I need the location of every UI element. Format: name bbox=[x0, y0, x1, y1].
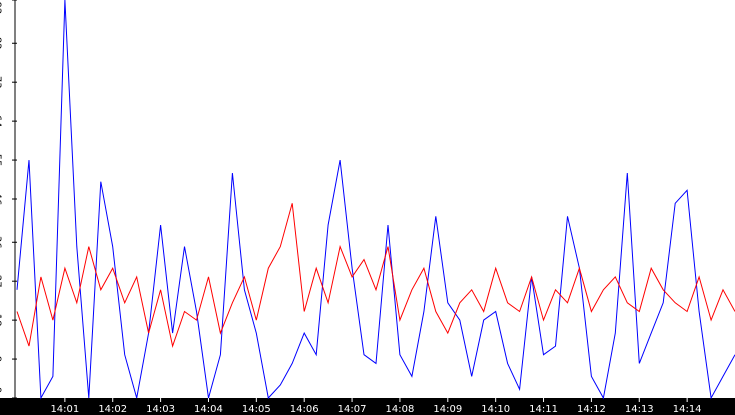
y-tick-label: 73 bbox=[0, 76, 3, 89]
y-tick-label: 9 bbox=[0, 356, 3, 362]
y-tick-label: 92 bbox=[0, 2, 3, 15]
y-tick-label: 0 bbox=[0, 387, 3, 393]
x-tick-label: 14:04 bbox=[194, 404, 223, 415]
y-tick-label: 36 bbox=[0, 236, 3, 249]
x-tick-label: 14:01 bbox=[50, 404, 79, 415]
x-tick-label: 14:10 bbox=[481, 404, 510, 415]
x-tick-label: 14:14 bbox=[673, 404, 702, 415]
x-tick-label: 14:05 bbox=[242, 404, 271, 415]
x-tick-label: 14:06 bbox=[290, 404, 319, 415]
y-tick-label: 27 bbox=[0, 275, 3, 288]
x-axis-band bbox=[0, 398, 735, 415]
x-tick-label: 14:07 bbox=[338, 404, 367, 415]
series-line bbox=[16, 203, 735, 348]
y-tick-label: 55 bbox=[0, 154, 3, 167]
series-line bbox=[16, 0, 735, 400]
x-tick-label: 14:11 bbox=[529, 404, 558, 415]
x-tick-label: 14:13 bbox=[625, 404, 654, 415]
y-tick-label: 18 bbox=[0, 314, 3, 327]
y-tick-label: 82 bbox=[0, 37, 3, 50]
y-tick-label: 46 bbox=[0, 193, 3, 206]
x-tick-label: 14:03 bbox=[146, 404, 175, 415]
x-tick-label: 14:12 bbox=[577, 404, 606, 415]
y-tick-label: 64 bbox=[0, 115, 3, 128]
x-tick-label: 14:08 bbox=[386, 404, 415, 415]
x-tick-label: 14:02 bbox=[98, 404, 127, 415]
x-tick-label: 14:09 bbox=[433, 404, 462, 415]
